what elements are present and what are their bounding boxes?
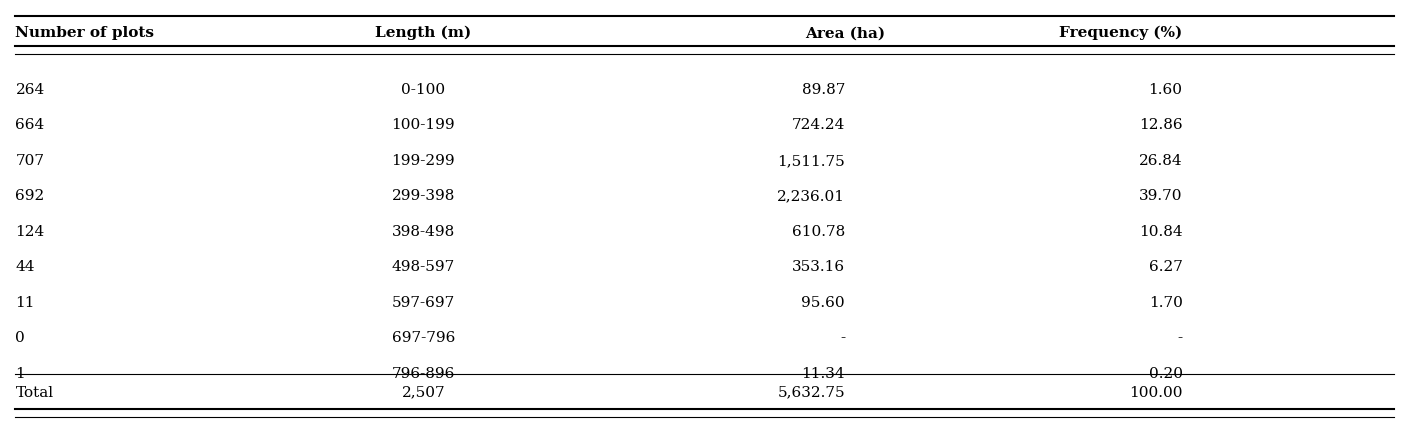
Text: Area (ha): Area (ha) [805, 26, 885, 40]
Text: -: - [1178, 330, 1182, 344]
Text: 11.34: 11.34 [802, 366, 845, 380]
Text: 707: 707 [15, 154, 45, 168]
Text: 498-597: 498-597 [392, 260, 455, 273]
Text: 597-697: 597-697 [392, 295, 455, 309]
Text: 6.27: 6.27 [1148, 260, 1182, 273]
Text: Total: Total [15, 385, 54, 399]
Text: 5,632.75: 5,632.75 [778, 385, 845, 399]
Text: 0: 0 [15, 330, 25, 344]
Text: 44: 44 [15, 260, 35, 273]
Text: 264: 264 [15, 83, 45, 97]
Text: 796-896: 796-896 [392, 366, 455, 380]
Text: 95.60: 95.60 [802, 295, 845, 309]
Text: 664: 664 [15, 118, 45, 132]
Text: 26.84: 26.84 [1138, 154, 1182, 168]
Text: 199-299: 199-299 [392, 154, 455, 168]
Text: 124: 124 [15, 224, 45, 238]
Text: 299-398: 299-398 [392, 189, 455, 203]
Text: 398-498: 398-498 [392, 224, 455, 238]
Text: 12.86: 12.86 [1138, 118, 1182, 132]
Text: 697-796: 697-796 [392, 330, 455, 344]
Text: 1.60: 1.60 [1148, 83, 1182, 97]
Text: 2,236.01: 2,236.01 [778, 189, 845, 203]
Text: 724.24: 724.24 [792, 118, 845, 132]
Text: 0-100: 0-100 [402, 83, 445, 97]
Text: 692: 692 [15, 189, 45, 203]
Text: 1.70: 1.70 [1148, 295, 1182, 309]
Text: 11: 11 [15, 295, 35, 309]
Text: 39.70: 39.70 [1138, 189, 1182, 203]
Text: 0.20: 0.20 [1148, 366, 1182, 380]
Text: Frequency (%): Frequency (%) [1060, 26, 1182, 40]
Text: 610.78: 610.78 [792, 224, 845, 238]
Text: 1: 1 [15, 366, 25, 380]
Text: 100-199: 100-199 [392, 118, 455, 132]
Text: 2,507: 2,507 [402, 385, 445, 399]
Text: 100.00: 100.00 [1129, 385, 1182, 399]
Text: -: - [840, 330, 845, 344]
Text: 1,511.75: 1,511.75 [778, 154, 845, 168]
Text: Length (m): Length (m) [375, 26, 472, 40]
Text: Number of plots: Number of plots [15, 26, 155, 40]
Text: 10.84: 10.84 [1138, 224, 1182, 238]
Text: 89.87: 89.87 [802, 83, 845, 97]
Text: 353.16: 353.16 [792, 260, 845, 273]
